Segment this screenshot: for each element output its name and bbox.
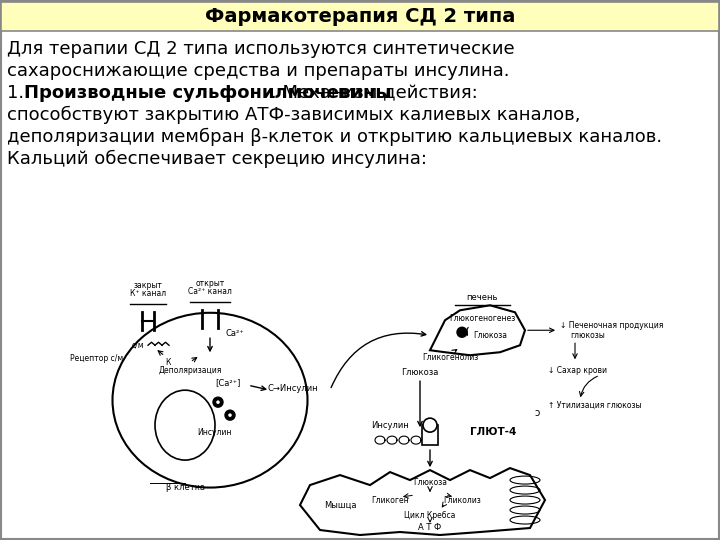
Text: Ca²⁺ канал: Ca²⁺ канал [188, 287, 232, 296]
Text: глюкозы: глюкозы [570, 330, 605, 340]
Text: К⁺ канал: К⁺ канал [130, 289, 166, 298]
Text: Глюкогеногенез: Глюкогеногенез [449, 314, 515, 323]
Circle shape [215, 400, 220, 404]
Text: Глюкоза: Глюкоза [401, 368, 438, 377]
Text: Деполяризация: Деполяризация [158, 366, 222, 375]
Text: Кальций обеспечивает секрецию инсулина:: Кальций обеспечивает секрецию инсулина: [7, 150, 427, 168]
Circle shape [213, 397, 223, 407]
Text: ↄ: ↄ [534, 408, 540, 418]
Text: с/м: с/м [132, 341, 144, 350]
Text: К: К [166, 357, 171, 367]
Text: способствуют закрытию АТФ-зависимых калиевых каналов,: способствуют закрытию АТФ-зависимых кали… [7, 106, 580, 124]
Ellipse shape [112, 313, 307, 488]
Text: Цикл Кребса: Цикл Кребса [405, 510, 456, 519]
Text: Глюкоза: Глюкоза [413, 477, 447, 487]
Text: сахароснижающие средства и препараты инсулина.: сахароснижающие средства и препараты инс… [7, 62, 510, 80]
Text: 1.: 1. [7, 84, 30, 102]
Text: Гликогенолиз: Гликогенолиз [422, 353, 478, 362]
Circle shape [228, 413, 233, 417]
Text: Рецептор с/м: Рецептор с/м [70, 354, 123, 363]
Text: ↓ Сахар крови: ↓ Сахар крови [548, 366, 607, 375]
Bar [1, 2, 719, 31]
Text: открыт: открыт [195, 279, 225, 288]
Text: Гликолиз: Гликолиз [443, 496, 481, 504]
Text: закрыт: закрыт [134, 281, 163, 291]
Polygon shape [430, 305, 525, 355]
Text: деполяризации мембран β-клеток и открытию кальциевых каналов.: деполяризации мембран β-клеток и открыти… [7, 128, 662, 146]
Circle shape [225, 410, 235, 420]
Ellipse shape [155, 390, 215, 460]
Text: Гликоген: Гликоген [371, 496, 409, 504]
Text: печень: печень [467, 293, 498, 302]
Text: . Механизм действия:: . Механизм действия: [271, 84, 478, 102]
Text: Инсулин: Инсулин [198, 428, 233, 437]
Circle shape [457, 327, 467, 338]
Text: Инсулин: Инсулин [371, 421, 409, 430]
Text: C→Инсулин: C→Инсулин [268, 384, 319, 393]
Polygon shape [300, 468, 545, 535]
Text: Производные сульфонилмочевины: Производные сульфонилмочевины [24, 84, 392, 102]
Text: А Т Ф: А Т Ф [418, 523, 441, 531]
Text: Для терапии СД 2 типа используются синтетические: Для терапии СД 2 типа используются синте… [7, 40, 515, 58]
Circle shape [423, 418, 437, 432]
Text: ГЛЮТ-4: ГЛЮТ-4 [470, 427, 516, 437]
Bar [422, 425, 438, 445]
Text: [Ca²⁺]: [Ca²⁺] [215, 377, 240, 387]
Text: Глюкоза: Глюкоза [473, 330, 507, 340]
Text: Фармакотерапия СД 2 типа: Фармакотерапия СД 2 типа [204, 8, 516, 26]
Text: ↓ Печеночная продукция: ↓ Печеночная продукция [560, 321, 663, 330]
Text: ↑ Утилизация глюкозы: ↑ Утилизация глюкозы [548, 401, 642, 410]
Text: Ca²⁺: Ca²⁺ [225, 329, 244, 338]
Text: β клетка: β клетка [166, 483, 204, 492]
Text: Мышца: Мышца [324, 501, 356, 510]
